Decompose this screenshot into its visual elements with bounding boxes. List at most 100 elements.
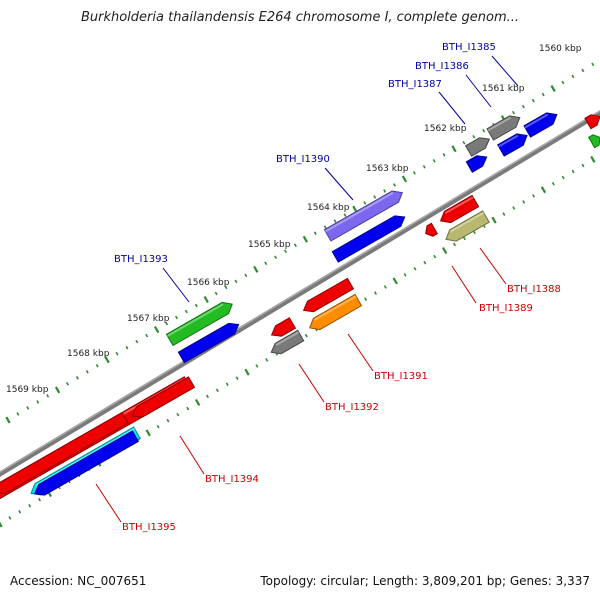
minor-tick [581, 68, 585, 73]
minor-tick [18, 510, 22, 514]
gene-arrow-body [523, 112, 558, 138]
gene-arrow-body [165, 301, 233, 347]
minor-tick [255, 364, 259, 368]
gene-arrow-body [309, 293, 363, 331]
major-tick [104, 356, 110, 364]
gene-label-bth_i1394: BTH_I1394 [205, 474, 259, 485]
feature-arrow [584, 114, 600, 130]
minor-tick [194, 303, 198, 308]
minor-tick [581, 163, 585, 168]
topology-stats: Topology: circular; Length: 3,809,201 bp… [260, 574, 590, 588]
major-tick [540, 186, 547, 194]
leader-line [451, 265, 477, 304]
gene-label-bth_i1389: BTH_I1389 [479, 303, 533, 314]
gene-arrow-highlight [167, 303, 224, 337]
minor-tick [532, 194, 536, 198]
minor-tick [551, 181, 555, 186]
gene-label-bth_i1395: BTH_I1395 [122, 522, 176, 533]
minor-tick [422, 165, 426, 169]
minor-tick [571, 74, 575, 79]
feature-arrow [464, 137, 491, 157]
feature-arrow [425, 222, 438, 237]
minor-tick [531, 98, 535, 103]
minor-tick [502, 212, 506, 216]
major-tick [302, 235, 308, 243]
kbp-label: 1560 kbp [539, 44, 582, 54]
minor-tick [184, 309, 188, 314]
minor-tick [413, 266, 417, 271]
gene-arrow-bth_i1386 [497, 133, 528, 157]
gene-arrow-highlight [324, 191, 394, 233]
gene-arrow-bth_i1393 [165, 301, 233, 347]
major-tick [0, 521, 3, 528]
major-tick [441, 247, 448, 255]
gene-label-bth_i1386: BTH_I1386 [415, 61, 469, 72]
map-title: Burkholderia thailandensis E264 chromoso… [80, 10, 520, 25]
minor-tick [265, 358, 269, 362]
accession-label: Accession: NC_007651 [10, 574, 147, 588]
gene-arrow-bth_i1390 [323, 190, 403, 242]
gene-arrow-bth_i1391 [309, 293, 363, 331]
gene-arrow-bth_i1389 [439, 194, 480, 224]
minor-tick [145, 333, 149, 338]
minor-tick [125, 345, 129, 350]
minor-tick [176, 412, 180, 417]
minor-tick [75, 376, 79, 380]
minor-tick [46, 394, 50, 398]
minor-tick [482, 128, 486, 133]
gene-arrow-bth_i1387 [486, 115, 521, 141]
major-tick [550, 85, 556, 93]
major-tick [145, 429, 151, 437]
kbp-label: 1565 kbp [248, 240, 291, 250]
gene-arrow-bth_i1392 [270, 329, 305, 355]
minor-tick [166, 418, 170, 423]
kbp-label: 1569 kbp [6, 385, 49, 395]
minor-tick [313, 231, 317, 235]
minor-tick [511, 110, 515, 115]
kbp-label: 1564 kbp [307, 203, 350, 213]
feature-arrow [0, 411, 129, 495]
major-tick [590, 155, 596, 163]
minor-tick [561, 175, 565, 180]
gene-label-bth_i1391: BTH_I1391 [374, 371, 428, 382]
minor-tick [65, 382, 69, 386]
minor-tick [38, 497, 42, 502]
gene-label-bth_i1387: BTH_I1387 [388, 79, 442, 90]
minor-tick [522, 200, 526, 204]
minor-tick [206, 394, 209, 399]
minor-tick [472, 134, 476, 139]
minor-tick [28, 503, 32, 508]
minor-tick [423, 260, 427, 265]
minor-tick [363, 201, 367, 205]
feature-arrow [331, 215, 406, 263]
major-tick [194, 398, 201, 406]
minor-tick [16, 412, 20, 416]
leader-line [298, 363, 325, 403]
feature-arrow [33, 430, 139, 496]
minor-tick [234, 279, 238, 284]
major-tick [392, 277, 398, 285]
outer-tick-rail [5, 62, 595, 424]
gene-arrow-highlight [487, 116, 512, 132]
leader-line [347, 333, 374, 372]
leader-line [479, 247, 507, 285]
leader-line [162, 267, 190, 303]
minor-tick [215, 388, 219, 393]
minor-tick [284, 249, 288, 254]
minor-tick [541, 92, 545, 97]
minor-tick [224, 285, 228, 290]
minor-tick [293, 243, 297, 247]
minor-tick [591, 62, 595, 67]
minor-tick [373, 195, 377, 199]
major-tick [401, 175, 408, 183]
gene-label-bth_i1390: BTH_I1390 [276, 154, 330, 165]
gene-arrow-body [323, 190, 403, 242]
feature-arrow [270, 317, 297, 337]
minor-tick [364, 297, 368, 301]
gene-label-bth_i1385: BTH_I1385 [442, 42, 496, 53]
minor-tick [571, 169, 575, 174]
leader-line [465, 74, 492, 108]
gene-arrow-body [486, 115, 521, 141]
